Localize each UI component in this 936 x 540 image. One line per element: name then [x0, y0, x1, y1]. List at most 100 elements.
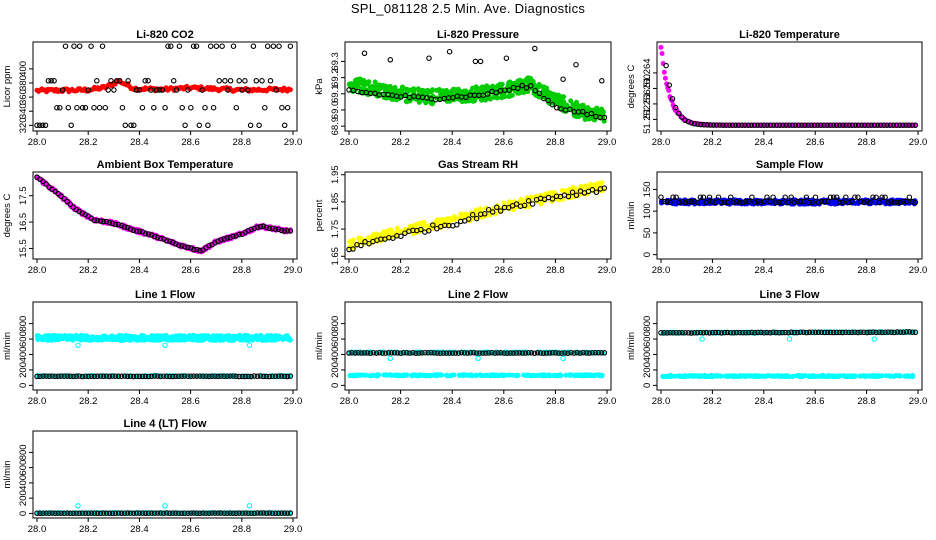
li-820-pressure-point: [532, 45, 538, 52]
line-3-flow-point: [696, 373, 702, 379]
line-1-flow-point: [76, 373, 82, 379]
line-1-flow-point: [133, 373, 140, 380]
li-820-temperature-frame: [656, 41, 923, 132]
line-2-flow-point: [434, 350, 440, 356]
gas-stream-rh-point: [454, 222, 460, 228]
line-2-flow-point: [413, 350, 419, 356]
li-820-co2-y-tick-label: 380: [18, 75, 29, 91]
sample-flow-point: [864, 198, 870, 205]
line-1-flow-point: [182, 373, 188, 379]
line-3-flow-point: [670, 330, 676, 336]
sample-flow-point: [715, 194, 722, 200]
line-1-flow-point: [163, 373, 170, 380]
li-820-temperature-y-tick-label: 51.252: [642, 105, 653, 134]
line-1-flow-point: [192, 333, 198, 339]
li-820-co2-point: [199, 87, 205, 93]
line-4-lt-flow-point: [124, 510, 131, 516]
line-4-lt-flow-point: [157, 510, 164, 516]
line-2-flow-point: [537, 350, 544, 356]
sample-flow-point: [743, 198, 749, 205]
line-2-flow-point: [404, 350, 410, 356]
line-4-lt-flow-point: [257, 510, 264, 516]
gas-stream-rh-point: [366, 235, 372, 241]
li-820-co2-point: [179, 104, 185, 111]
sample-flow-title: Sample Flow: [756, 159, 824, 171]
li-820-co2-point: [102, 104, 109, 111]
line-3-flow-point: [761, 329, 767, 336]
ambient-box-temperature-point: [151, 233, 158, 240]
ambient-box-temperature-x-tick-label: 28.0: [28, 265, 47, 276]
line-3-flow-series-line-3-flow-cyan-outliers: [699, 336, 878, 342]
li-820-co2-point: [76, 43, 83, 49]
line-4-lt-flow-point: [260, 510, 267, 516]
li-820-pressure-point: [484, 96, 490, 102]
sample-flow-point: [876, 199, 882, 206]
line-1-flow-point: [198, 337, 204, 343]
line-3-flow-point: [664, 330, 670, 336]
gas-stream-rh-point: [493, 204, 500, 211]
line-2-flow-point: [580, 349, 586, 356]
line-4-lt-flow-x-tick-label: 28.8: [233, 524, 252, 535]
li-820-pressure-point: [490, 83, 496, 89]
line-3-flow-point: [888, 329, 894, 336]
li-820-temperature-point: [805, 122, 811, 128]
li-820-temperature-point: [773, 122, 780, 128]
line-1-flow-point: [145, 373, 152, 380]
gas-stream-rh-point: [444, 216, 450, 222]
li-820-co2-point: [188, 104, 194, 111]
line-2-flow-point: [521, 372, 527, 378]
line-2-flow-point: [589, 350, 596, 356]
line-2-flow-point: [501, 350, 507, 356]
sample-flow-point: [885, 199, 891, 206]
line-3-flow-frame: [656, 301, 923, 391]
sample-flow-y-tick-label: 150: [642, 181, 653, 197]
li-820-pressure-point: [428, 100, 434, 106]
line-4-lt-flow-point: [142, 510, 149, 517]
line-2-flow-point: [409, 373, 415, 379]
li-820-co2-point: [151, 104, 157, 111]
sample-flow-point: [776, 199, 782, 206]
ambient-box-temperature-point: [97, 218, 104, 224]
line-1-flow-point: [266, 373, 273, 380]
li-820-pressure-x-tick-label: 28.0: [340, 137, 359, 148]
line-3-flow-point: [782, 329, 788, 336]
line-3-flow-point: [702, 374, 708, 380]
li-820-co2-point: [287, 43, 294, 49]
li-820-co2-point: [281, 122, 288, 129]
line-4-lt-flow-point: [145, 510, 152, 516]
li-820-temperature-point: [694, 121, 701, 127]
line-3-flow-point: [777, 373, 783, 379]
li-820-temperature-point: [662, 75, 668, 81]
line-2-flow-point: [346, 350, 352, 356]
li-820-co2-point: [173, 87, 180, 93]
ambient-box-temperature-point: [215, 238, 221, 245]
line-3-flow-y-tick-label: 800: [642, 316, 653, 332]
line-1-flow-point: [91, 373, 98, 380]
li-820-co2-point: [62, 43, 69, 49]
line-3-flow-x-tick-label: 28.4: [755, 396, 774, 407]
sample-flow-point: [867, 199, 873, 206]
line-4-lt-flow-y-tick-label: 400: [18, 475, 29, 491]
line-4-lt-flow-y-tick-label: 800: [18, 444, 29, 460]
line-4-lt-flow-point: [230, 510, 236, 517]
line-1-flow-point: [212, 373, 218, 379]
line-4-lt-flow-point: [278, 510, 285, 516]
gas-stream-rh-x-tick-label: 28.8: [546, 265, 565, 276]
li-820-pressure-y-axis-label: kPa: [314, 78, 325, 95]
li-820-temperature-point: [795, 122, 802, 128]
gas-stream-rh-point: [350, 246, 356, 252]
line-1-flow-point: [216, 334, 222, 340]
line-2-flow-point: [598, 350, 605, 356]
line-2-flow-point: [495, 350, 501, 356]
line-2-flow-y-tick-label: 200: [330, 362, 341, 378]
sample-flow-point: [803, 194, 810, 200]
li-820-co2-point: [48, 78, 54, 84]
li-820-pressure-x-tick-label: 28.4: [443, 137, 462, 148]
li-820-temperature-point: [887, 122, 893, 128]
sample-flow-x-tick-label: 28.0: [652, 265, 671, 276]
line-4-lt-flow-x-tick-label: 29.0: [284, 524, 303, 535]
li-820-co2-point: [227, 78, 234, 84]
line-1-flow-point: [170, 373, 176, 380]
sample-flow-point: [694, 199, 701, 206]
